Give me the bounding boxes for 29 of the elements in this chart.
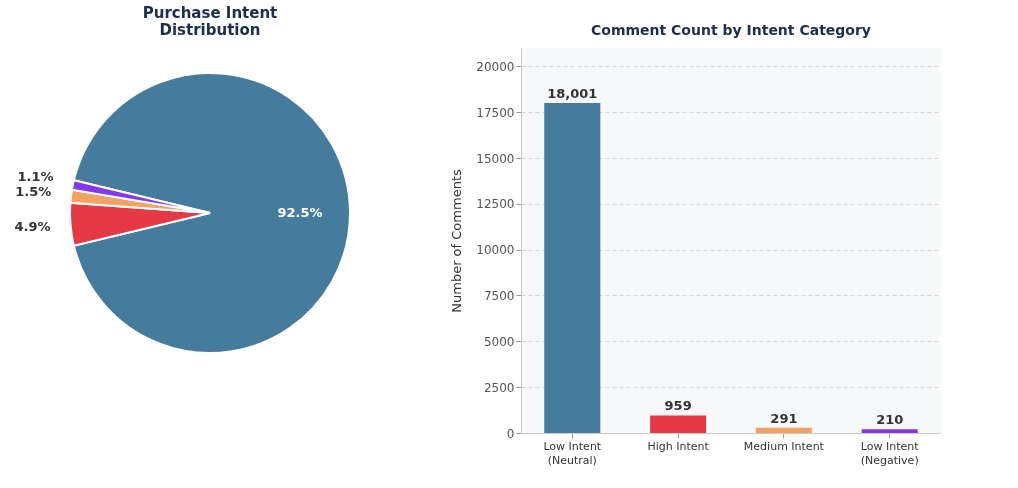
y-tick-label: 7500 bbox=[483, 289, 515, 303]
y-tick-label: 5000 bbox=[483, 334, 515, 349]
data-label: 1.1% bbox=[17, 169, 54, 185]
data-label: 18,001 bbox=[547, 85, 598, 101]
data-label: 92.5% bbox=[277, 205, 323, 221]
y-tick-label: 20000 bbox=[476, 59, 515, 74]
data-label: 959 bbox=[664, 398, 692, 414]
y-tick-label: 0 bbox=[506, 426, 515, 441]
bar bbox=[861, 429, 918, 433]
x-tick-label: Low Intent (Negative) bbox=[860, 439, 920, 467]
x-tick-label: Medium Intent bbox=[743, 439, 825, 453]
pie-slice bbox=[72, 72, 351, 354]
x-tick-label: Low Intent (Neutral) bbox=[543, 439, 602, 467]
chart-title: Purchase Intent Distribution bbox=[142, 4, 278, 39]
y-tick-label: 17500 bbox=[476, 105, 515, 120]
bar bbox=[544, 102, 601, 433]
y-tick-label: 2500 bbox=[483, 380, 515, 395]
bar bbox=[755, 427, 812, 433]
data-label: 4.9% bbox=[14, 219, 51, 235]
x-tick-label: High Intent bbox=[647, 439, 710, 453]
data-label: 210 bbox=[876, 412, 904, 428]
bar bbox=[650, 415, 707, 433]
data-label: 1.5% bbox=[15, 183, 52, 199]
y-axis-title: Number of Comments bbox=[449, 169, 465, 313]
y-tick-label: 15000 bbox=[476, 151, 515, 166]
data-label: 291 bbox=[770, 410, 798, 426]
chart-title: Comment Count by Intent Category bbox=[591, 22, 871, 38]
y-tick-label: 12500 bbox=[476, 197, 515, 212]
y-tick-label: 10000 bbox=[476, 243, 515, 258]
